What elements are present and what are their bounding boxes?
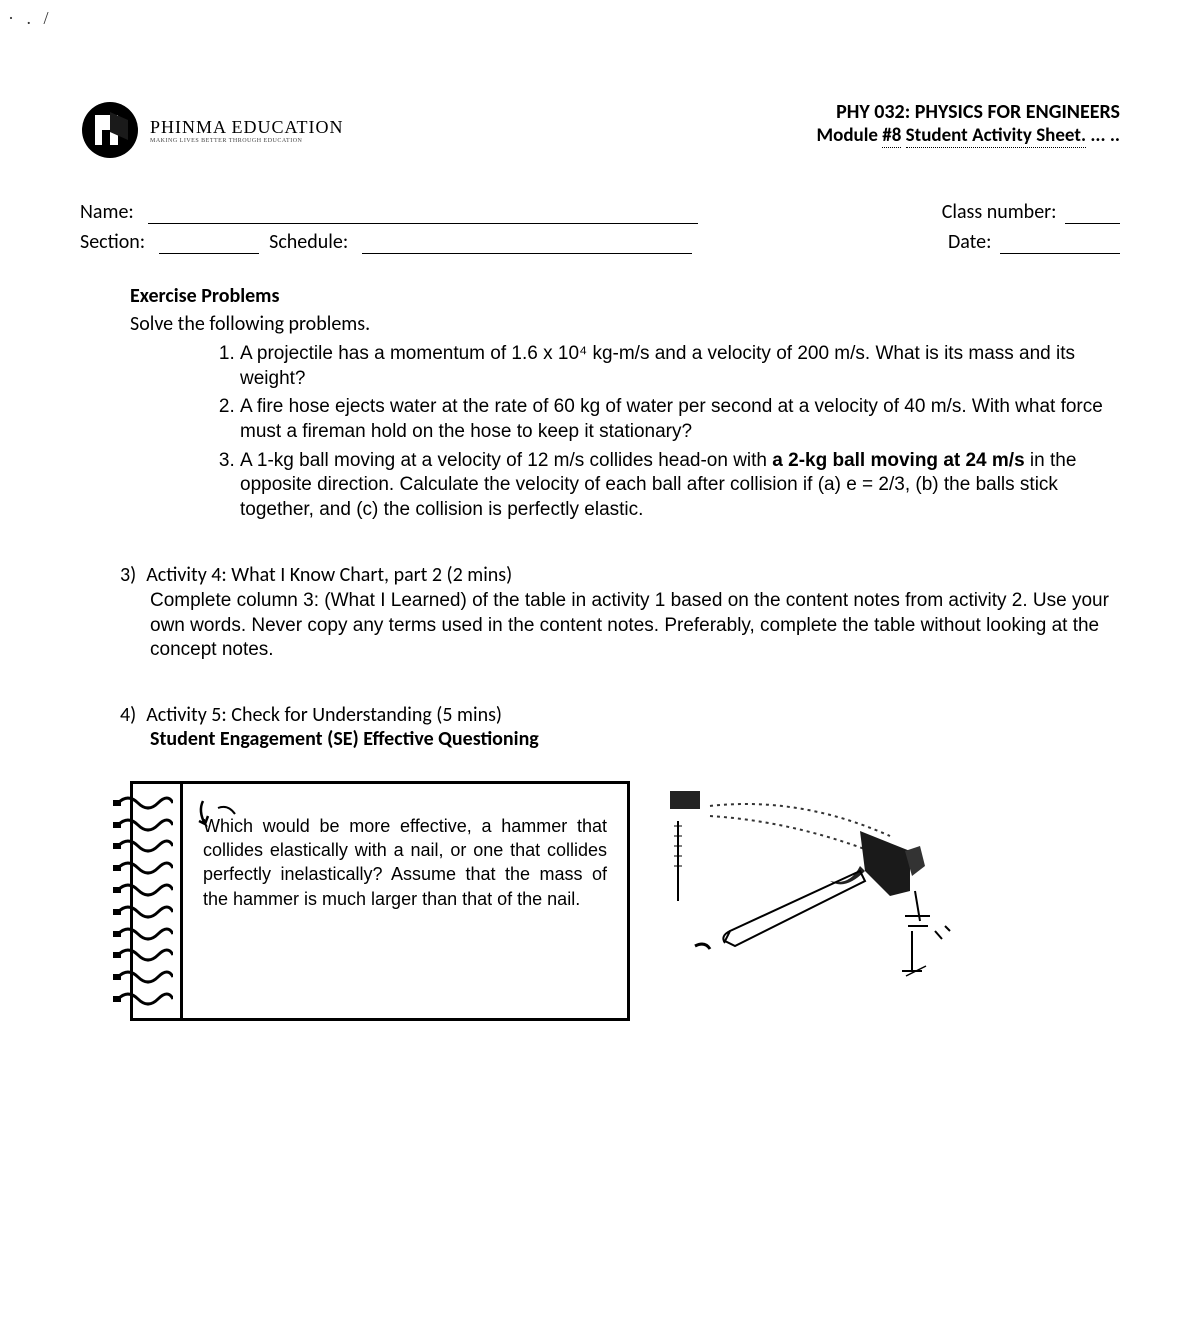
name-blank <box>148 200 698 224</box>
module-line: Module #8 Student Activity Sheet. ... .. <box>817 124 1121 147</box>
spiral-icon <box>113 905 173 919</box>
exercise-title: Exercise Problems <box>130 284 1120 308</box>
activity-4-title: Activity 5: Check for Understanding (5 m… <box>146 703 502 727</box>
exercise-section: Exercise Problems Solve the following pr… <box>80 284 1120 523</box>
name-row: Name: Class number: <box>80 200 1120 224</box>
name-label: Name: <box>80 200 134 224</box>
activity-3-block: 3) Activity 4: What I Know Chart, part 2… <box>80 563 1120 663</box>
question-content: Which would be more effective, a hammer … <box>183 784 627 1018</box>
problem-3-bold: a 2-kg ball moving at 24 m/s <box>772 450 1024 471</box>
classnum-blank <box>1065 223 1120 224</box>
spiral-icon <box>113 883 173 897</box>
logo-block: PHINMA EDUCATION MAKING LIVES BETTER THR… <box>80 100 344 160</box>
classnum-label: Class number: <box>942 200 1057 224</box>
problem-3: A 1-kg ball moving at a velocity of 12 m… <box>240 449 1120 523</box>
activity-3-num: 3) <box>120 563 136 587</box>
section-blank <box>159 230 259 254</box>
question-text: Which would be more effective, a hammer … <box>203 816 607 909</box>
spiral-binding <box>113 784 183 1018</box>
spiral-icon <box>113 927 173 941</box>
course-block: PHY 032: PHYSICS FOR ENGINEERS Module #8… <box>817 100 1121 147</box>
logo-text: PHINMA EDUCATION MAKING LIVES BETTER THR… <box>150 117 344 144</box>
activity-4-num: 4) <box>120 703 136 727</box>
course-code: PHY 032: PHYSICS FOR ENGINEERS <box>817 100 1121 124</box>
trailing-dots: ... .. <box>1090 124 1120 147</box>
spiral-icon <box>113 839 173 853</box>
exercise-intro: Solve the following problems. <box>130 312 1120 336</box>
activity-4-subtitle: Student Engagement (SE) Effective Questi… <box>120 727 1120 751</box>
section-label: Section: <box>80 230 145 254</box>
problem-1: A projectile has a momentum of 1.6 x 10⁴… <box>240 342 1120 391</box>
phinma-logo-icon <box>80 100 140 160</box>
curved-arrow-icon <box>193 796 243 836</box>
spiral-icon <box>113 948 173 962</box>
spiral-icon <box>113 818 173 832</box>
brand-name: PHINMA EDUCATION <box>150 117 344 138</box>
activity-3-body: Complete column 3: (What I Learned) of t… <box>120 589 1120 663</box>
module-number: #8 <box>882 124 901 148</box>
question-row: Which would be more effective, a hammer … <box>80 781 1120 1021</box>
problem-list: A projectile has a momentum of 1.6 x 10⁴… <box>130 342 1120 523</box>
activity-4-block: 4) Activity 5: Check for Understanding (… <box>80 703 1120 751</box>
document-header: PHINMA EDUCATION MAKING LIVES BETTER THR… <box>80 100 1120 160</box>
schedule-blank <box>362 230 692 254</box>
notebook-box: Which would be more effective, a hammer … <box>130 781 630 1021</box>
date-label: Date: <box>948 230 992 254</box>
spiral-icon <box>113 796 173 810</box>
schedule-label: Schedule: <box>269 230 348 254</box>
module-prefix: Module <box>817 124 878 147</box>
brand-tagline: MAKING LIVES BETTER THROUGH EDUCATION <box>150 138 344 144</box>
problem-3-prefix: A 1-kg ball moving at a velocity of 12 m… <box>240 450 772 471</box>
spiral-icon <box>113 861 173 875</box>
module-suffix: Student Activity Sheet. <box>906 124 1086 148</box>
hammer-nail-icon <box>650 781 970 1011</box>
hammer-illustration <box>650 781 970 1011</box>
date-blank <box>1000 253 1120 254</box>
scan-artifact-marks: · . / <box>0 0 61 37</box>
spiral-icon <box>113 992 173 1006</box>
activity-3-title: Activity 4: What I Know Chart, part 2 (2… <box>146 563 512 587</box>
spiral-icon <box>113 970 173 984</box>
problem-2: A fire hose ejects water at the rate of … <box>240 395 1120 444</box>
section-row: Section: Schedule: Date: <box>80 230 1120 254</box>
